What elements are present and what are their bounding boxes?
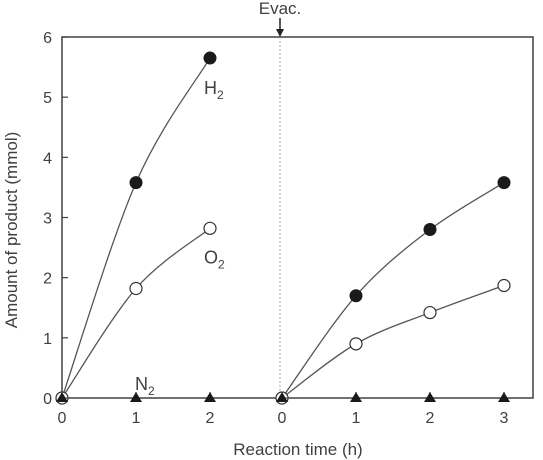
y-tick-label: 4	[43, 150, 52, 167]
series-line	[281, 284, 505, 399]
x-tick-label: 2	[426, 410, 435, 427]
x-tick-label: 3	[500, 410, 509, 427]
series-line	[281, 182, 505, 399]
x-axis-title: Reaction time (h)	[233, 440, 362, 459]
data-point-filled-circle	[129, 176, 143, 190]
x-tick-label: 0	[58, 410, 67, 427]
data-point-filled-circle	[203, 51, 217, 65]
data-point-filled-circle	[423, 223, 437, 237]
y-tick-label: 2	[43, 271, 52, 288]
data-point-filled-circle	[497, 176, 511, 190]
series-label-main: O	[204, 247, 218, 267]
series-line	[61, 227, 211, 399]
y-tick-label: 5	[43, 90, 52, 107]
y-tick-label: 1	[43, 331, 52, 348]
x-tick-label: 1	[352, 410, 361, 427]
data-point-open-circle	[203, 221, 217, 235]
data-point-filled-triangle	[56, 392, 68, 402]
series-label: N2	[135, 374, 155, 398]
data-point-open-circle	[349, 337, 363, 351]
x-tick-label: 1	[132, 410, 141, 427]
data-point-filled-triangle	[204, 392, 216, 402]
series-label-subscript: 2	[148, 384, 155, 398]
data-point-filled-triangle	[424, 392, 436, 402]
data-point-filled-circle	[349, 289, 363, 303]
y-tick-label: 6	[43, 30, 52, 47]
plot-frame	[61, 36, 534, 399]
data-point-filled-triangle	[498, 392, 510, 402]
y-axis-title: Amount of product (mmol)	[2, 132, 21, 329]
y-tick-label: 3	[43, 211, 52, 228]
evacuation-annotation: Evac.	[259, 0, 302, 18]
x-tick-label: 0	[278, 410, 287, 427]
series-label-main: H	[204, 78, 217, 98]
series-line	[61, 57, 211, 399]
x-tick-label: 2	[206, 410, 215, 427]
series-label-subscript: 2	[217, 88, 224, 102]
data-point-open-circle	[129, 281, 143, 296]
series-label-main: N	[135, 374, 148, 394]
y-tick-label: 0	[43, 391, 52, 408]
data-point-filled-triangle	[350, 392, 362, 402]
data-point-open-circle	[497, 278, 511, 293]
data-point-open-circle	[423, 305, 437, 320]
series-label-subscript: 2	[218, 257, 225, 271]
series-label: H2	[204, 78, 224, 102]
series-label: O2	[204, 247, 225, 271]
evacuation-arrow-head	[276, 29, 284, 37]
data-point-filled-triangle	[130, 392, 142, 402]
data-point-filled-triangle	[276, 392, 288, 402]
